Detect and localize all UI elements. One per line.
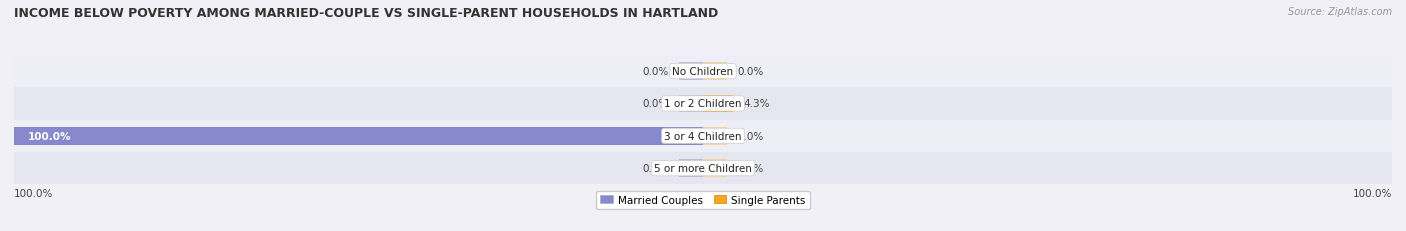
Bar: [14, 56, 1392, 88]
Bar: [14, 152, 1392, 185]
Bar: [703, 63, 727, 81]
Text: 1 or 2 Children: 1 or 2 Children: [664, 99, 742, 109]
Text: 4.3%: 4.3%: [742, 99, 769, 109]
Text: 3 or 4 Children: 3 or 4 Children: [664, 131, 742, 141]
Text: 100.0%: 100.0%: [1353, 188, 1392, 198]
Text: 100.0%: 100.0%: [14, 188, 53, 198]
Bar: [679, 160, 703, 177]
Text: INCOME BELOW POVERTY AMONG MARRIED-COUPLE VS SINGLE-PARENT HOUSEHOLDS IN HARTLAN: INCOME BELOW POVERTY AMONG MARRIED-COUPL…: [14, 7, 718, 20]
Text: 0.0%: 0.0%: [643, 67, 669, 77]
Text: Source: ZipAtlas.com: Source: ZipAtlas.com: [1288, 7, 1392, 17]
Bar: [14, 127, 703, 145]
Bar: [14, 120, 1392, 152]
Bar: [679, 95, 703, 113]
Text: No Children: No Children: [672, 67, 734, 77]
Text: 0.0%: 0.0%: [738, 67, 763, 77]
Bar: [703, 95, 733, 113]
Bar: [703, 127, 727, 145]
Text: 0.0%: 0.0%: [738, 131, 763, 141]
Bar: [14, 88, 1392, 120]
Text: 0.0%: 0.0%: [643, 99, 669, 109]
Text: 5 or more Children: 5 or more Children: [654, 164, 752, 173]
Bar: [703, 160, 727, 177]
Legend: Married Couples, Single Parents: Married Couples, Single Parents: [596, 191, 810, 209]
Text: 100.0%: 100.0%: [28, 131, 72, 141]
Text: 0.0%: 0.0%: [643, 164, 669, 173]
Text: 0.0%: 0.0%: [738, 164, 763, 173]
Bar: [679, 63, 703, 81]
